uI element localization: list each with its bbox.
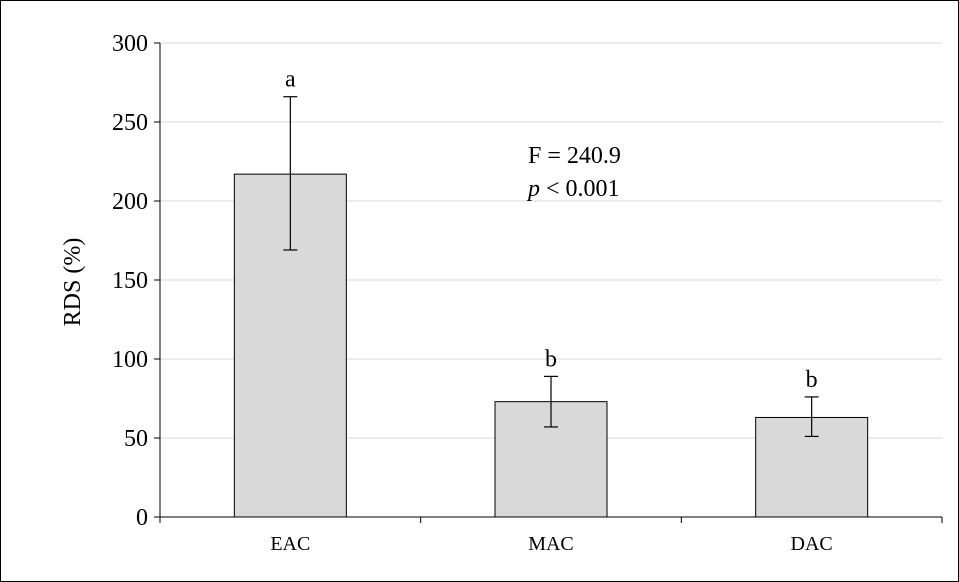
y-tick-label: 50 xyxy=(124,426,148,452)
x-tick-label: DAC xyxy=(791,533,833,555)
error-bars-layer xyxy=(283,96,819,438)
y-tick-label: 0 xyxy=(136,505,148,531)
significance-letter: a xyxy=(285,67,296,93)
y-tick-label: 250 xyxy=(112,110,148,136)
annotation-f-stat: F = 240.9 xyxy=(528,143,621,169)
y-tick-label: 200 xyxy=(112,189,148,215)
p-comparison: < 0.001 xyxy=(540,176,620,202)
x-tick-label: MAC xyxy=(528,533,574,555)
labels-layer: 0 50 100 150 200 250 300 a EAC b MAC b DAC xyxy=(112,31,833,555)
x-tick-label: EAC xyxy=(270,533,310,555)
y-tick-label: 300 xyxy=(112,31,148,57)
y-tick-label: 150 xyxy=(112,268,148,294)
annotation-p-value: p < 0.001 xyxy=(526,176,620,202)
axes-layer xyxy=(154,42,943,523)
p-symbol: p xyxy=(526,176,540,202)
significance-letter: b xyxy=(545,346,557,372)
significance-letter: b xyxy=(806,367,818,393)
y-axis-label: RDS (%) xyxy=(60,238,86,327)
y-tick-label: 100 xyxy=(112,347,148,373)
